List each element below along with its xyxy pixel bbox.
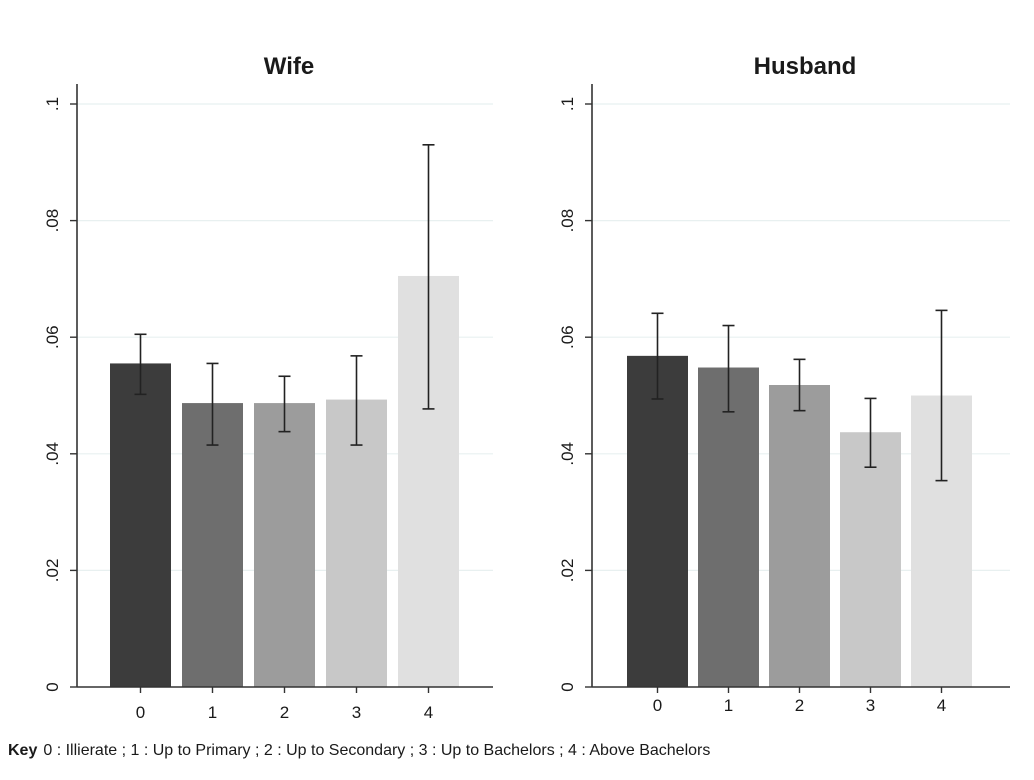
husband-y-tick-label: .1 xyxy=(558,97,577,111)
wife-y-tick-label: 0 xyxy=(43,682,62,691)
wife-x-tick-label: 2 xyxy=(280,703,289,722)
husband-bar xyxy=(698,367,759,687)
husband-panel: Husband 0 .02 .04 .06 .08 .1 0 1 2 3 4 xyxy=(558,53,1010,715)
wife-y-tick-label: .1 xyxy=(43,97,62,111)
husband-y-tick-label: .08 xyxy=(558,209,577,233)
wife-y-tick-label: .06 xyxy=(43,325,62,349)
wife-x-tick-label: 4 xyxy=(424,703,433,722)
husband-x-tick-label: 0 xyxy=(653,696,662,715)
key-label: Key xyxy=(8,742,38,759)
husband-x-tick-label: 2 xyxy=(795,696,804,715)
husband-y-tick-label: .06 xyxy=(558,325,577,349)
wife-bar xyxy=(110,363,171,687)
wife-x-tick-label: 1 xyxy=(208,703,217,722)
wife-panel: Wife 0 .02 .04 .06 .08 .1 0 1 2 3 4 xyxy=(43,53,493,722)
husband-x-tick-label: 1 xyxy=(724,696,733,715)
husband-bar xyxy=(627,355,688,687)
wife-x-tick-label: 3 xyxy=(352,703,361,722)
wife-title: Wife xyxy=(264,53,314,80)
wife-bar xyxy=(182,403,243,687)
key-text: 0 : Illierate ; 1 : Up to Primary ; 2 : … xyxy=(43,742,711,759)
husband-x-tick-label: 3 xyxy=(866,696,875,715)
husband-y-tick-label: 0 xyxy=(558,682,577,691)
husband-y-tick-label: .04 xyxy=(558,442,577,466)
wife-y-tick-label: .02 xyxy=(43,559,62,583)
wife-bar xyxy=(254,403,315,687)
husband-bar xyxy=(769,385,830,687)
key-legend: Key 0 : Illierate ; 1 : Up to Primary ; 2… xyxy=(8,742,710,760)
husband-x-tick-label: 4 xyxy=(937,696,946,715)
wife-y-tick-label: .04 xyxy=(43,442,62,466)
husband-bar xyxy=(840,432,901,687)
wife-y-tick-label: .08 xyxy=(43,209,62,233)
wife-bar xyxy=(326,399,387,687)
wife-x-tick-label: 0 xyxy=(136,703,145,722)
husband-title: Husband xyxy=(754,53,857,80)
husband-y-tick-label: .02 xyxy=(558,559,577,583)
